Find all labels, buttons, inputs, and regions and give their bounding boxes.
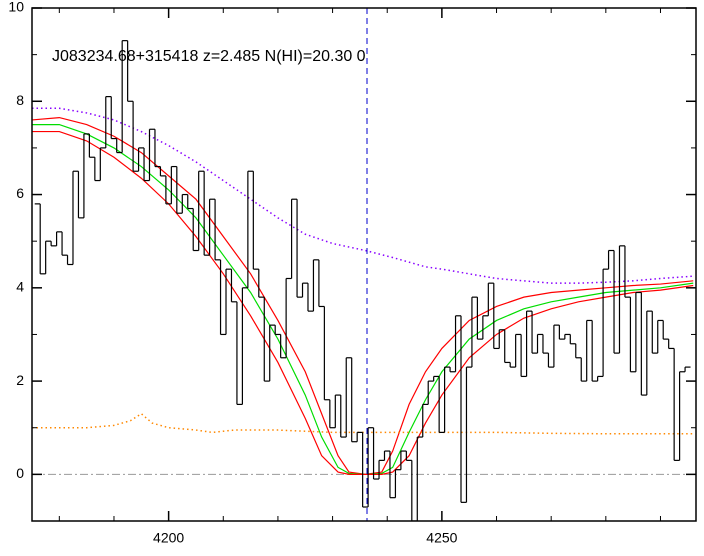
plot-area [32,8,696,521]
y-tick-label: 8 [16,92,24,108]
plot-frame [31,7,697,522]
y-tick-label: 6 [16,185,24,201]
x-tick-label: 4250 [426,530,457,546]
model-curve [32,130,694,475]
x-tick-label: 4200 [153,530,184,546]
y-tick-label: 10 [8,0,24,15]
y-tick-label: 0 [16,465,24,481]
y-tick-label: 4 [16,279,24,295]
y-tick-label: 2 [16,372,24,388]
data-layer [32,8,696,521]
model-curve [32,107,694,284]
chart-title: J083234.68+315418 z=2.485 N(HI)=20.30 0 [52,48,366,65]
model-curve [32,412,694,435]
